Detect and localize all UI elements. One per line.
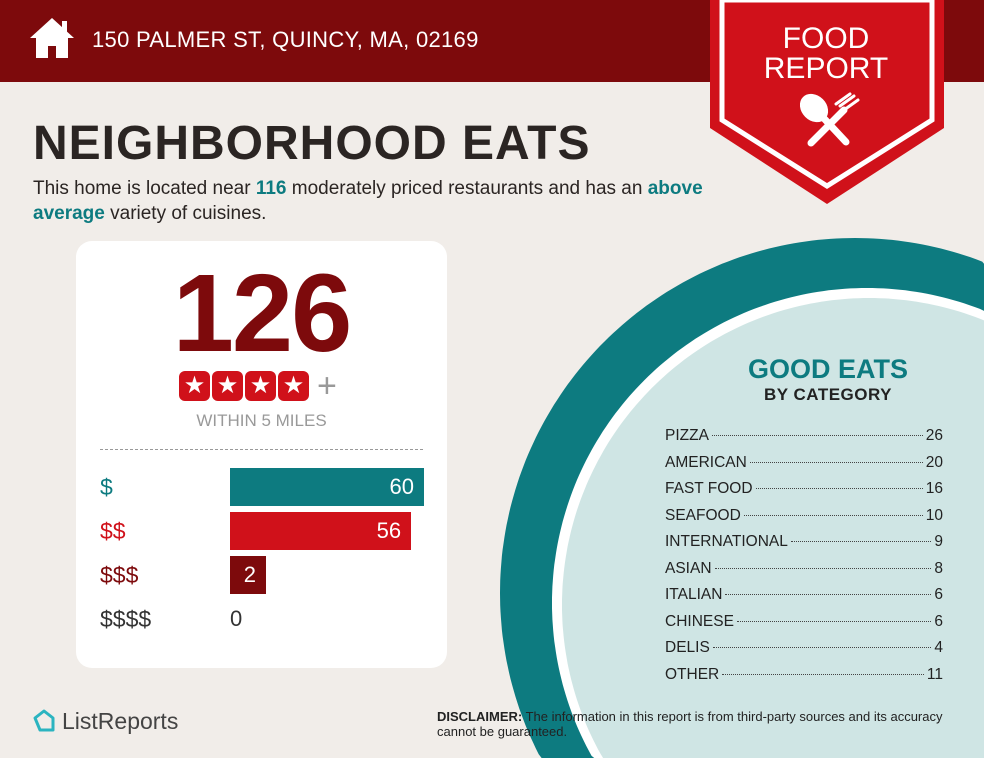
total-restaurants: 126 bbox=[172, 252, 353, 375]
category-name: INTERNATIONAL bbox=[665, 533, 788, 550]
leader-dots bbox=[749, 461, 923, 463]
price-label: $$$$ bbox=[100, 606, 152, 632]
category-item: PIZZA 26 bbox=[665, 426, 943, 453]
category-list: PIZZA 26 AMERICAN 20 FAST FOOD 16 SEAFOOD 10 INT… bbox=[665, 426, 943, 691]
star-icon: ★ bbox=[278, 371, 309, 401]
category-item: CHINESE 6 bbox=[665, 612, 943, 639]
price-row: $60 bbox=[100, 468, 430, 506]
category-count: 6 bbox=[934, 586, 943, 603]
category-count: 16 bbox=[925, 480, 943, 497]
category-item: OTHER 11 bbox=[665, 665, 943, 692]
category-count: 9 bbox=[934, 533, 943, 550]
category-name: PIZZA bbox=[665, 427, 709, 444]
star-rating: ★ ★ ★ ★ + bbox=[179, 367, 337, 405]
category-count: 11 bbox=[926, 665, 943, 683]
subtitle: This home is located near 116 moderately… bbox=[33, 178, 703, 224]
star-icon: ★ bbox=[245, 371, 276, 401]
leader-dots bbox=[736, 620, 932, 622]
category-item: DELIS 4 bbox=[665, 638, 943, 665]
leader-dots bbox=[725, 594, 932, 595]
food-report-banner bbox=[710, 0, 944, 204]
price-value: 0 bbox=[230, 606, 243, 631]
price-bar: 2 bbox=[230, 556, 266, 594]
plus-icon: + bbox=[317, 367, 337, 405]
star-icon: ★ bbox=[179, 371, 210, 401]
category-name: AMERICAN bbox=[665, 453, 747, 471]
listreports-logo-icon bbox=[33, 709, 55, 732]
category-item: SEAFOOD 10 bbox=[665, 506, 943, 533]
leader-dots bbox=[743, 514, 923, 516]
price-label: $$ bbox=[100, 518, 126, 544]
leader-dots bbox=[790, 541, 932, 542]
page-title: NEIGHBORHOOD EATS bbox=[33, 117, 591, 170]
category-item: ITALIAN 6 bbox=[665, 585, 943, 612]
category-name: ITALIAN bbox=[665, 586, 723, 603]
good-eats-heading: GOOD EATS BY CATEGORY bbox=[747, 354, 908, 404]
category-name: CHINESE bbox=[665, 612, 734, 630]
price-label: $ bbox=[100, 474, 113, 500]
category-name: DELIS bbox=[665, 639, 710, 656]
price-row: $$ 56 bbox=[100, 512, 430, 550]
disclaimer: DISCLAIMER: The information in this repo… bbox=[437, 709, 943, 739]
inner-teal-fill bbox=[562, 298, 984, 758]
banner-title: FOOD REPORT bbox=[763, 22, 889, 85]
restaurant-count-card: 126 ★ ★ ★ ★ + WITHIN 5 MILES $60 $$ 56 $$$ 2 $$$$… bbox=[76, 241, 447, 668]
category-name: OTHER bbox=[665, 665, 720, 683]
star-icon: ★ bbox=[212, 371, 243, 401]
category-name: ASIAN bbox=[665, 559, 712, 577]
leader-dots bbox=[714, 567, 932, 569]
within-label: WITHIN 5 MILES bbox=[196, 411, 327, 430]
leader-dots bbox=[711, 435, 923, 436]
category-name: FAST FOOD bbox=[665, 480, 753, 497]
leader-dots bbox=[712, 647, 932, 648]
divider bbox=[100, 449, 423, 450]
category-count: 10 bbox=[925, 506, 943, 524]
category-count: 8 bbox=[934, 559, 943, 577]
category-name: SEAFOOD bbox=[665, 506, 741, 524]
category-item: INTERNATIONAL 9 bbox=[665, 532, 943, 559]
leader-dots bbox=[722, 673, 924, 675]
category-item: FAST FOOD 16 bbox=[665, 479, 943, 506]
category-count: 4 bbox=[934, 639, 943, 656]
price-bar: 56 bbox=[230, 512, 412, 550]
category-count: 20 bbox=[925, 453, 943, 471]
listreports-logo: ListReports bbox=[32, 707, 178, 735]
category-count: 6 bbox=[934, 612, 943, 630]
address: 150 PALMER ST, QUINCY, MA, 02169 bbox=[92, 27, 479, 52]
leader-dots bbox=[755, 488, 923, 489]
category-count: 26 bbox=[925, 427, 943, 444]
home-icon bbox=[30, 18, 74, 58]
category-circle bbox=[500, 238, 984, 758]
spoon-fork-icon bbox=[799, 92, 860, 147]
price-bar: 60 bbox=[230, 468, 424, 506]
price-label: $$$ bbox=[100, 562, 139, 588]
price-row: $$$ 2 bbox=[100, 556, 430, 594]
price-row: $$$$ 0 bbox=[100, 600, 430, 638]
category-item: ASIAN 8 bbox=[665, 559, 943, 586]
category-item: AMERICAN 20 bbox=[665, 453, 943, 480]
